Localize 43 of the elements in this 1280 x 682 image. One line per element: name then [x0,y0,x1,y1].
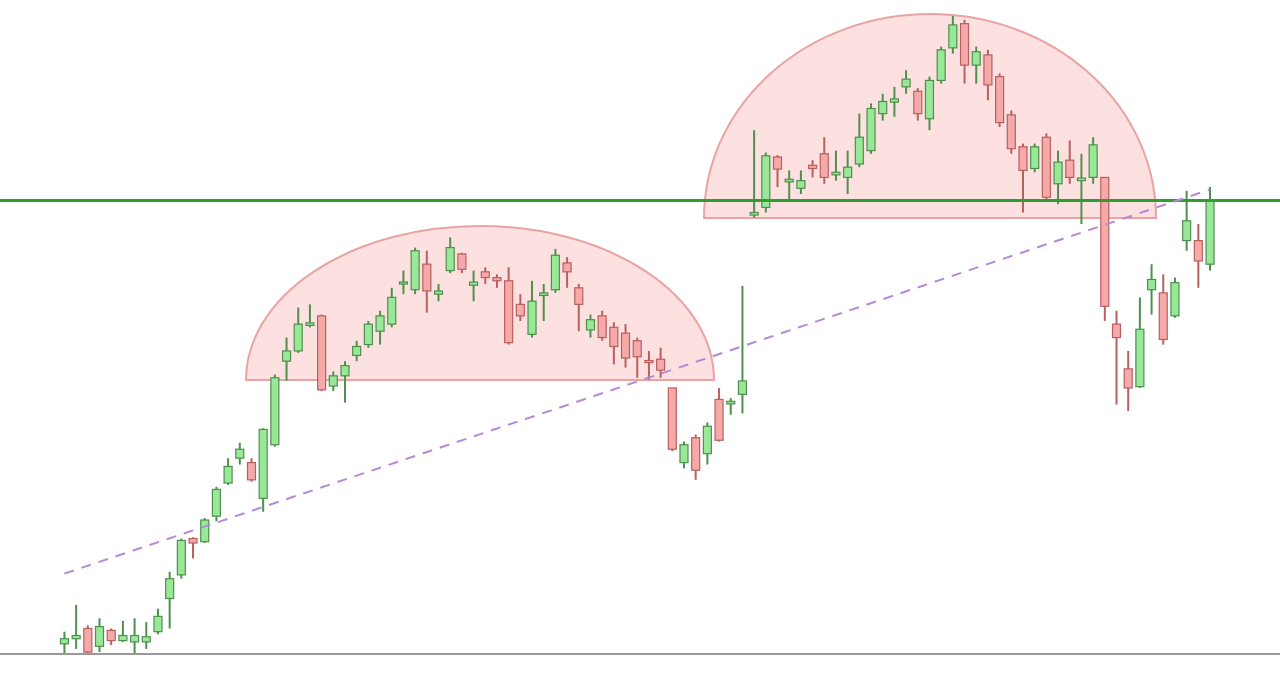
candlestick [714,386,724,443]
candlestick [200,517,210,544]
candlestick [352,339,362,363]
candlestick [223,457,233,486]
candlestick [691,433,701,481]
candlestick [959,18,970,85]
candlestick [1193,222,1203,289]
candlestick [948,16,958,55]
candlestick [235,441,245,466]
candlestick [153,607,163,636]
candlestick [445,236,455,275]
candlestick [1053,149,1063,206]
candlestick [737,284,748,415]
candlestick [1123,349,1133,412]
candlestick [165,570,175,630]
candlestick [550,247,561,294]
candlestick [176,537,186,580]
candlestick [246,457,257,483]
candlestick [772,154,783,188]
candlestick [585,313,596,339]
candlestick [1170,276,1180,319]
candlestick [539,282,549,322]
candlestick [1065,139,1075,185]
candlestick [468,269,479,303]
candlestick [1030,142,1040,174]
candlestick [211,485,222,523]
candlestick [1182,189,1192,252]
candlestick [913,87,923,122]
candlestick [527,279,537,339]
candlestick [1146,263,1157,316]
candlestick [422,249,432,314]
candlestick [971,45,981,85]
candlestick [749,129,759,219]
candlestick [574,282,584,333]
candlestick [1158,273,1168,346]
candlestick [1111,309,1122,406]
candlestick [562,256,572,289]
candlestick [702,421,712,466]
candlestick [901,69,911,95]
candlestick [83,624,93,654]
candlestick [94,617,105,654]
candlestick [679,440,689,470]
candlestick [188,536,198,560]
